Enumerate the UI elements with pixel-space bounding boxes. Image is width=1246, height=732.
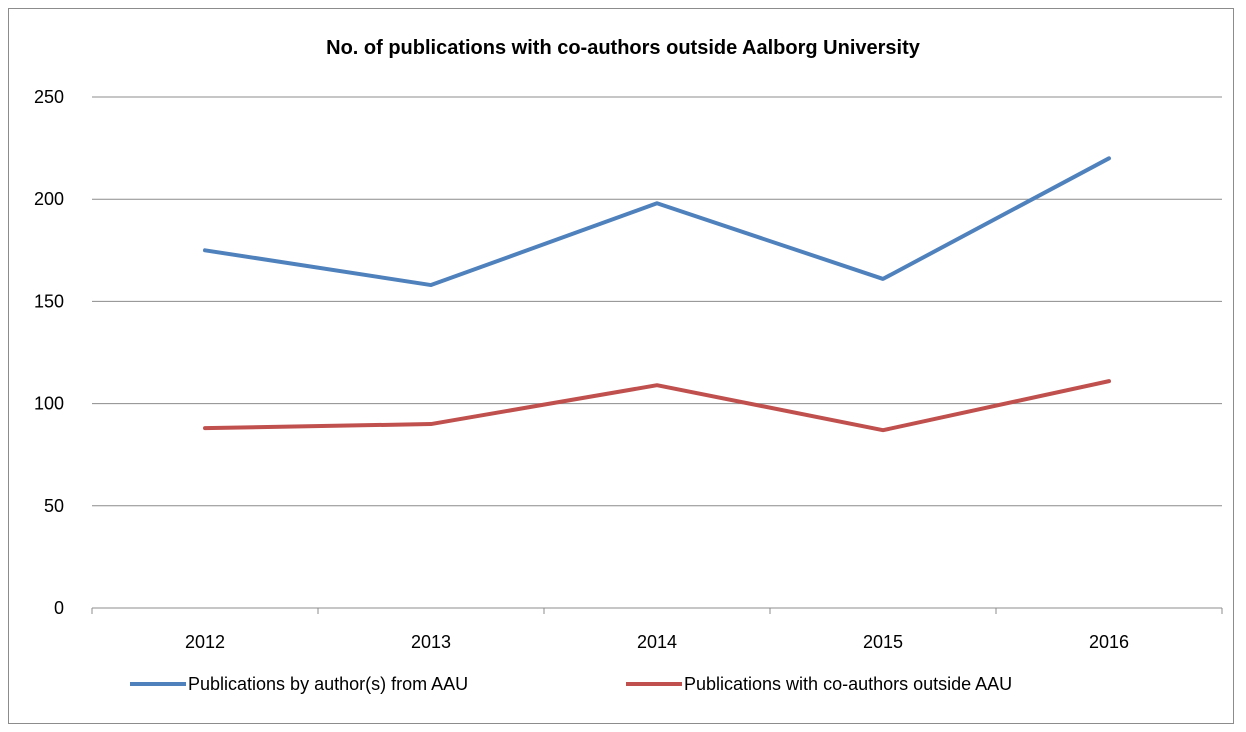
- y-tick-label: 50: [44, 496, 64, 516]
- y-tick-label: 0: [54, 598, 64, 618]
- y-tick-label: 100: [34, 394, 64, 414]
- gridlines: [91, 96, 1223, 614]
- x-tick-label: 2016: [1089, 632, 1129, 652]
- y-axis-ticks: 0 50 100 150 200 250: [34, 87, 64, 618]
- x-tick-label: 2014: [637, 632, 677, 652]
- x-axis-ticks: 2012 2013 2014 2015 2016: [185, 632, 1129, 652]
- y-tick-label: 200: [34, 189, 64, 209]
- legend-label: Publications by author(s) from AAU: [188, 674, 468, 694]
- series-lines: [203, 156, 1111, 433]
- y-tick-label: 150: [34, 291, 64, 311]
- x-tick-label: 2012: [185, 632, 225, 652]
- x-tick-label: 2015: [863, 632, 903, 652]
- series-line-2: [203, 379, 1111, 433]
- chart-frame: [8, 8, 1234, 724]
- y-tick-label: 250: [34, 87, 64, 107]
- legend: Publications by author(s) from AAU Public…: [130, 674, 1012, 694]
- legend-label: Publications with co-authors outside AAU: [684, 674, 1012, 694]
- chart-title: No. of publications with co-authors outs…: [326, 37, 920, 59]
- series-line-1: [203, 156, 1111, 288]
- x-tick-label: 2013: [411, 632, 451, 652]
